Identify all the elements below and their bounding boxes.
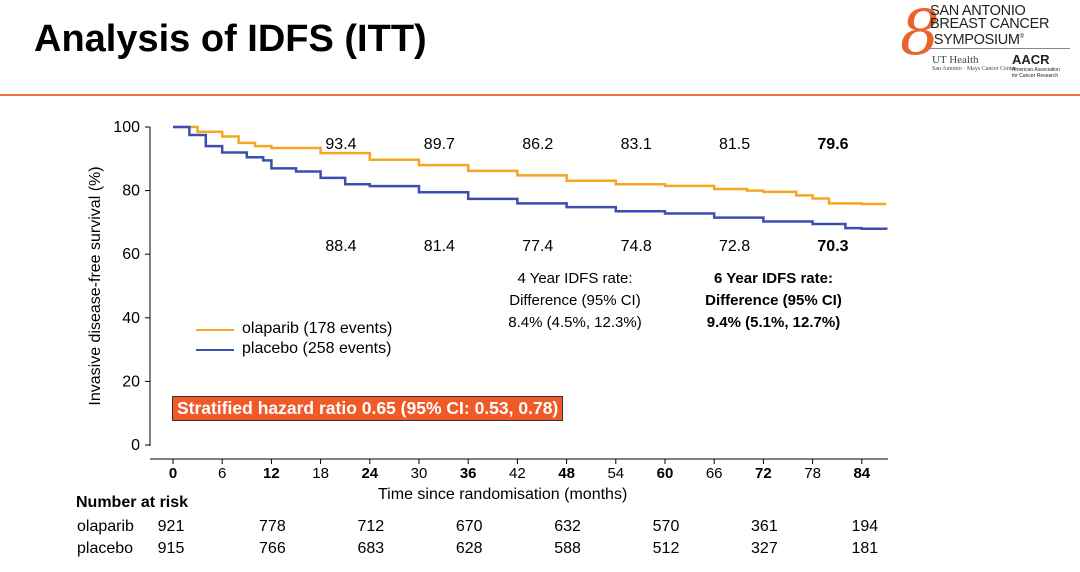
rate-label-olaparib: 93.4 bbox=[325, 136, 357, 153]
x-tick-label: 72 bbox=[755, 465, 772, 482]
rate-label-placebo: 77.4 bbox=[522, 238, 554, 255]
six-year-subheading: Difference (95% CI) bbox=[705, 292, 842, 309]
x-tick-label: 36 bbox=[460, 465, 477, 482]
risk-count-olaparib: 921 bbox=[157, 518, 185, 535]
risk-label-placebo: placebo bbox=[77, 540, 134, 557]
x-tick-label: 66 bbox=[706, 465, 723, 482]
y-tick-label: 60 bbox=[122, 246, 140, 263]
risk-count-olaparib: 194 bbox=[851, 518, 879, 535]
legend-swatch-olaparib bbox=[196, 329, 234, 331]
risk-count-placebo: 512 bbox=[652, 540, 680, 557]
km-curve-olaparib bbox=[173, 125, 887, 206]
six-year-value: 9.4% (5.1%, 12.7%) bbox=[706, 314, 841, 331]
risk-label-olaparib: olaparib bbox=[77, 518, 134, 535]
x-tick-label: 78 bbox=[804, 465, 821, 482]
risk-count-olaparib: 778 bbox=[259, 518, 286, 535]
hazard-ratio-box: Stratified hazard ratio 0.65 (95% CI: 0.… bbox=[172, 396, 564, 421]
six-year-rate-note: 6 Year IDFS rate: Difference (95% CI) 9.… bbox=[676, 268, 871, 334]
aacr-logo: AACR American Association for Cancer Resea… bbox=[1012, 52, 1060, 79]
risk-count-olaparib: 632 bbox=[554, 518, 581, 535]
x-tick-label: 18 bbox=[312, 465, 329, 482]
x-tick-label: 6 bbox=[218, 465, 226, 482]
logo-divider bbox=[930, 48, 1070, 49]
rate-label-placebo: 81.4 bbox=[423, 238, 455, 255]
ut-health-logo: UT Health San Antonio · Mays Cancer Cente… bbox=[932, 54, 1017, 72]
km-curve-placebo bbox=[173, 125, 888, 231]
legend-label-olaparib: olaparib (178 events) bbox=[242, 320, 393, 337]
rate-label-placebo: 72.8 bbox=[719, 238, 751, 255]
slide-title: Analysis of IDFS (ITT) bbox=[34, 18, 427, 60]
risk-count-placebo: 683 bbox=[357, 540, 385, 557]
risk-count-olaparib: 361 bbox=[751, 518, 778, 535]
legend-label-placebo: placebo (258 events) bbox=[242, 340, 392, 357]
rate-label-placebo: 70.3 bbox=[817, 238, 849, 255]
rate-label-placebo: 88.4 bbox=[325, 238, 357, 255]
logo-text: SAN ANTONIO BREAST CANCER SYMPOSIUM® bbox=[930, 3, 1050, 48]
four-year-rate-note: 4 Year IDFS rate: Difference (95% CI) 8.… bbox=[480, 268, 670, 334]
y-tick-label: 20 bbox=[122, 373, 140, 390]
risk-count-placebo: 588 bbox=[554, 540, 581, 557]
six-year-heading: 6 Year IDFS rate: bbox=[714, 270, 833, 287]
legend-swatch-placebo bbox=[196, 349, 234, 351]
x-tick-label: 54 bbox=[607, 465, 624, 482]
sabcs-logo: 8 SAN ANTONIO BREAST CANCER SYMPOSIUM® UT… bbox=[900, 2, 1078, 88]
x-tick-label: 48 bbox=[558, 465, 575, 482]
four-year-subheading: Difference (95% CI) bbox=[509, 292, 641, 309]
rate-label-olaparib: 81.5 bbox=[719, 136, 751, 153]
y-axis-label: Invasive disease-free survival (%) bbox=[87, 166, 104, 406]
x-axis-label: Time since randomisation (months) bbox=[378, 486, 628, 503]
risk-count-placebo: 766 bbox=[259, 540, 286, 557]
logo-mark-icon: 8 bbox=[900, 0, 940, 69]
x-tick-label: 30 bbox=[411, 465, 428, 482]
title-divider bbox=[0, 94, 1080, 96]
risk-count-olaparib: 712 bbox=[357, 518, 385, 535]
risk-count-olaparib: 570 bbox=[652, 518, 680, 535]
four-year-value: 8.4% (4.5%, 12.3%) bbox=[508, 314, 642, 331]
risk-count-placebo: 181 bbox=[851, 540, 879, 557]
x-tick-label: 42 bbox=[509, 465, 526, 482]
number-at-risk-title: Number at risk bbox=[76, 494, 189, 511]
risk-count-placebo: 915 bbox=[157, 540, 185, 557]
rate-label-olaparib: 83.1 bbox=[620, 136, 652, 153]
x-tick-label: 12 bbox=[263, 465, 280, 482]
y-tick-label: 100 bbox=[113, 119, 140, 136]
rate-label-olaparib: 89.7 bbox=[423, 136, 455, 153]
rate-label-placebo: 74.8 bbox=[620, 238, 652, 255]
x-tick-label: 24 bbox=[361, 465, 378, 482]
risk-count-placebo: 628 bbox=[455, 540, 483, 557]
four-year-heading: 4 Year IDFS rate: bbox=[517, 270, 633, 287]
x-tick-label: 0 bbox=[169, 465, 177, 482]
x-tick-label: 60 bbox=[657, 465, 674, 482]
risk-count-olaparib: 670 bbox=[455, 518, 483, 535]
rate-label-olaparib: 79.6 bbox=[817, 136, 849, 153]
y-tick-label: 0 bbox=[131, 437, 140, 454]
y-tick-label: 80 bbox=[122, 183, 140, 200]
rate-label-olaparib: 86.2 bbox=[522, 136, 554, 153]
x-tick-label: 84 bbox=[853, 465, 870, 482]
risk-count-placebo: 327 bbox=[751, 540, 778, 557]
y-tick-label: 40 bbox=[122, 310, 140, 327]
